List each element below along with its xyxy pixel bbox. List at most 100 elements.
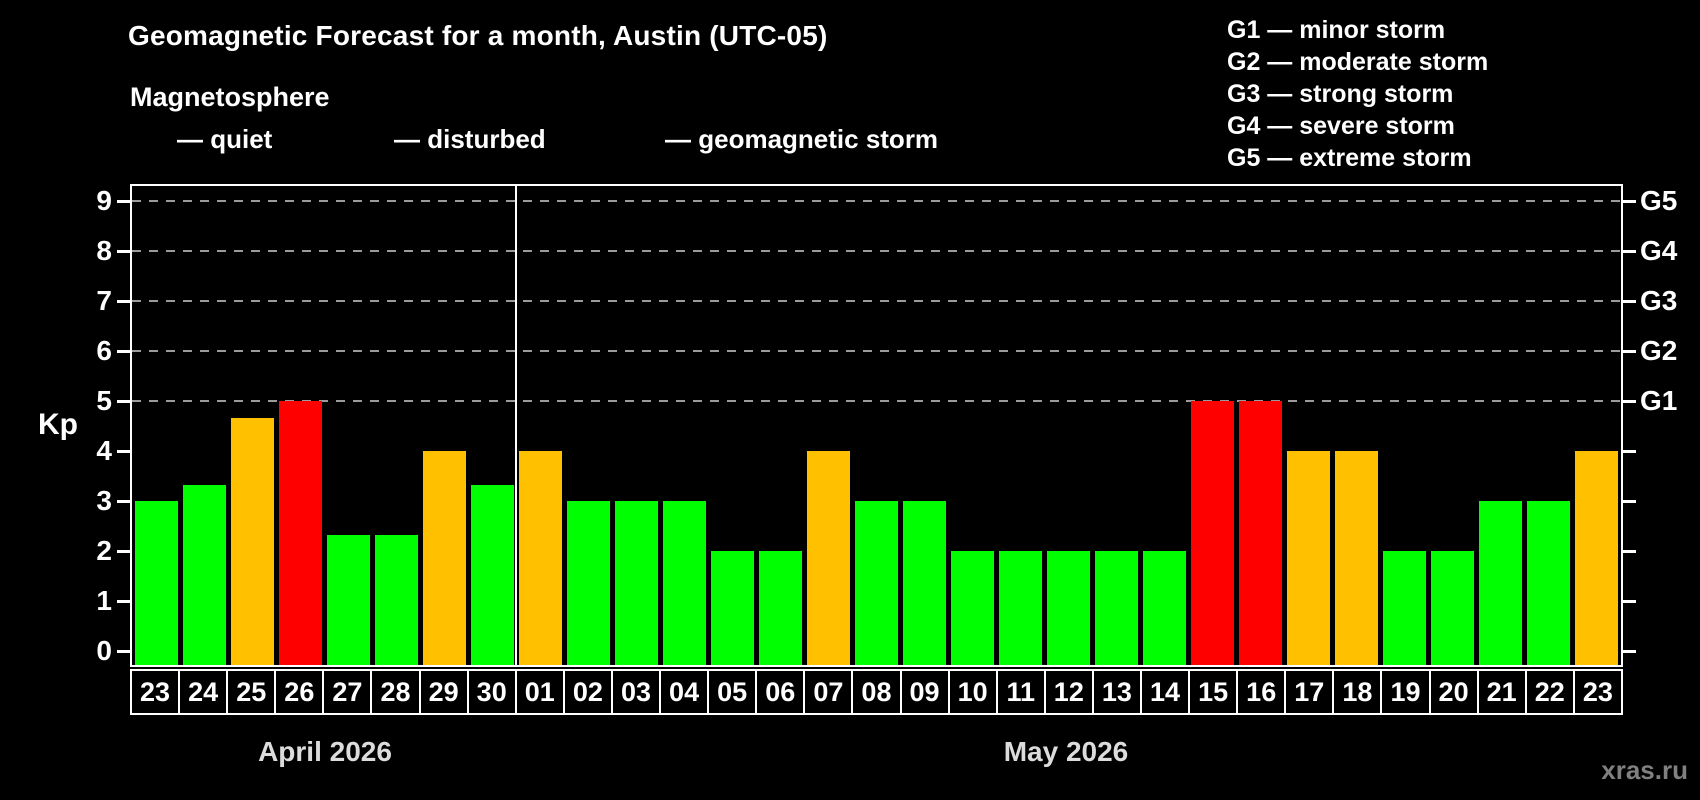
kp-bar-may-07: [806, 451, 850, 665]
plot-area: [130, 184, 1623, 667]
left-tick-kp6: [117, 349, 130, 353]
kp-bar-may-11: [999, 551, 1043, 665]
kp-bar-april-23: [134, 501, 178, 665]
kp-tick-label-1: 1: [96, 585, 112, 616]
kp-tick-label-0: 0: [96, 635, 112, 666]
kp-bar-may-23: [1575, 451, 1619, 665]
day-label-apr-29: 29: [421, 671, 469, 713]
day-label-may-20: 20: [1431, 671, 1479, 713]
left-tick-kp7: [117, 299, 130, 303]
right-tick-kp3: [1623, 499, 1636, 503]
kp-bar-may-10: [951, 551, 995, 665]
day-label-apr-26: 26: [276, 671, 325, 713]
day-label-may-02: 02: [565, 671, 613, 713]
disturbed-color-swatch: [347, 122, 382, 157]
day-label-apr-25: 25: [228, 671, 277, 713]
gridline-kp5: [132, 400, 1621, 402]
storm-scale-g1: G1 — minor storm: [1227, 16, 1446, 44]
day-label-may-21: 21: [1479, 671, 1527, 713]
right-tick-kp5: [1623, 399, 1636, 403]
left-tick-kp3: [117, 499, 130, 503]
storm-label: — geomagnetic storm: [665, 124, 939, 154]
legend-item-disturbed: — disturbed: [347, 122, 546, 157]
kp-bar-may-02: [566, 501, 610, 665]
kp-bar-may-01: [518, 451, 562, 665]
gridline-kp9: [132, 200, 1621, 202]
day-label-may-08: 08: [853, 671, 902, 713]
right-tick-kp2: [1623, 549, 1636, 553]
left-tick-kp9: [117, 199, 130, 203]
left-tick-kp4: [117, 449, 130, 453]
right-tick-kp1: [1623, 599, 1636, 603]
day-label-may-04: 04: [661, 671, 710, 713]
legend-item-quiet: — quiet: [130, 122, 272, 157]
kp-bar-may-06: [758, 551, 802, 665]
month-label-april: April 2026: [258, 736, 392, 767]
g-tick-label-g4: G4: [1640, 235, 1678, 266]
storm-scale-legend: G1 — minor storm G2 — moderate storm G3 …: [1227, 14, 1488, 174]
day-label-apr-28: 28: [372, 671, 421, 713]
kp-tick-label-7: 7: [96, 285, 112, 316]
day-label-may-22: 22: [1527, 671, 1575, 713]
kp-bar-may-19: [1383, 551, 1427, 665]
kp-tick-label-8: 8: [96, 235, 112, 266]
left-tick-kp0: [117, 649, 130, 653]
kp-bar-may-16: [1239, 401, 1283, 665]
kp-bar-may-09: [903, 501, 947, 665]
day-label-may-03: 03: [613, 671, 662, 713]
kp-bar-may-20: [1431, 551, 1475, 665]
day-label-apr-30: 30: [469, 671, 517, 713]
day-label-may-05: 05: [709, 671, 758, 713]
left-tick-kp1: [117, 599, 130, 603]
day-label-may-09: 09: [902, 671, 950, 713]
month-label-may: May 2026: [1003, 736, 1129, 767]
kp-bar-april-27: [326, 534, 370, 665]
day-label-apr-27: 27: [324, 671, 373, 713]
kp-bar-april-26: [278, 401, 322, 665]
kp-bar-may-03: [614, 501, 658, 665]
page-title: Geomagnetic Forecast for a month, Austin…: [128, 20, 828, 51]
kp-bar-may-14: [1143, 551, 1187, 665]
kp-tick-label-3: 3: [96, 485, 112, 516]
right-tick-kp4: [1623, 449, 1636, 453]
storm-scale-g5: G5 — extreme storm: [1227, 144, 1472, 172]
kp-bar-may-21: [1479, 501, 1523, 665]
kp-bar-may-12: [1047, 551, 1091, 665]
day-label-may-06: 06: [757, 671, 806, 713]
day-label-may-13: 13: [1094, 671, 1142, 713]
gridline-kp6: [132, 350, 1621, 352]
g-tick-label-g1: G1: [1640, 385, 1678, 416]
storm-scale-g2: G2 — moderate storm: [1227, 48, 1489, 76]
right-tick-kp6: [1623, 349, 1636, 353]
gridline-kp8: [132, 250, 1621, 252]
kp-bar-may-04: [662, 501, 706, 665]
day-label-may-17: 17: [1286, 671, 1335, 713]
day-label-may-11: 11: [998, 671, 1046, 713]
kp-bar-may-15: [1191, 401, 1235, 665]
day-label-may-14: 14: [1142, 671, 1191, 713]
kp-bar-may-17: [1287, 451, 1331, 665]
day-label-may-01: 01: [517, 671, 565, 713]
right-tick-kp8: [1623, 249, 1636, 253]
day-label-may-19: 19: [1382, 671, 1431, 713]
day-label-may-12: 12: [1046, 671, 1094, 713]
right-tick-kp9: [1623, 199, 1636, 203]
kp-bar-may-05: [710, 551, 754, 665]
g-tick-label-g5: G5: [1640, 185, 1678, 216]
kp-bar-may-22: [1527, 501, 1571, 665]
legend-item-storm: — geomagnetic storm: [618, 122, 938, 157]
storm-scale-g4: G4 — severe storm: [1227, 112, 1455, 140]
left-tick-kp5: [117, 399, 130, 403]
day-label-may-07: 07: [805, 671, 854, 713]
kp-bar-april-28: [374, 534, 418, 665]
day-label-may-23: 23: [1582, 676, 1613, 707]
magnetosphere-label: Magnetosphere: [130, 82, 330, 112]
month-divider: [515, 186, 518, 665]
gridline-kp7: [132, 300, 1621, 302]
day-label-may-16: 16: [1238, 671, 1287, 713]
kp-tick-label-9: 9: [96, 185, 112, 216]
kp-bar-april-30: [470, 484, 514, 665]
g-tick-label-g2: G2: [1640, 335, 1678, 366]
storm-scale-g3: G3 — strong storm: [1227, 80, 1454, 108]
